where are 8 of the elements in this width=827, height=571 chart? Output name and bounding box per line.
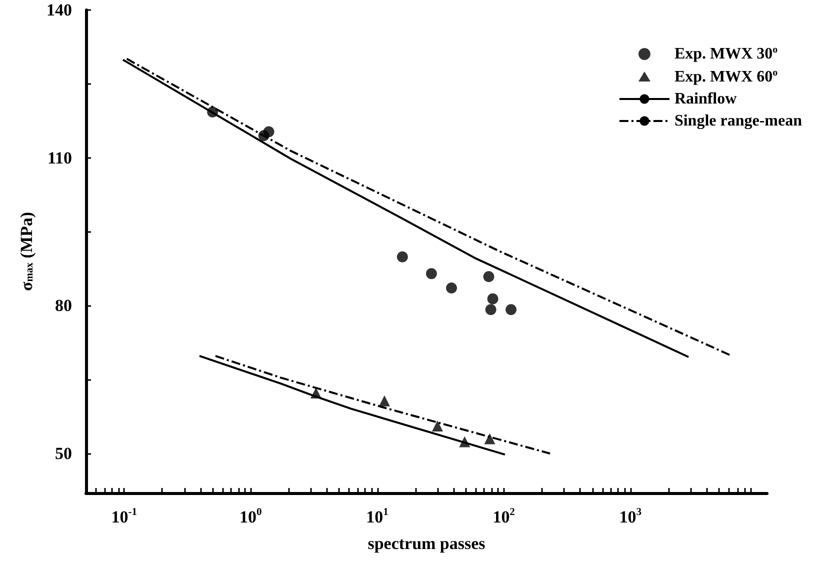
legend-label: Rainflow [674,90,738,108]
y-tick-label: 80 [55,296,72,316]
y-tick-label: 110 [47,148,72,168]
y-axis-title: σmax (MPa) [17,212,36,292]
x-axis-title: spectrum passes [368,534,486,553]
y-tick-label: 50 [55,444,72,464]
y-tick-label: 140 [46,0,72,20]
legend-label: Single range-mean [674,112,802,130]
